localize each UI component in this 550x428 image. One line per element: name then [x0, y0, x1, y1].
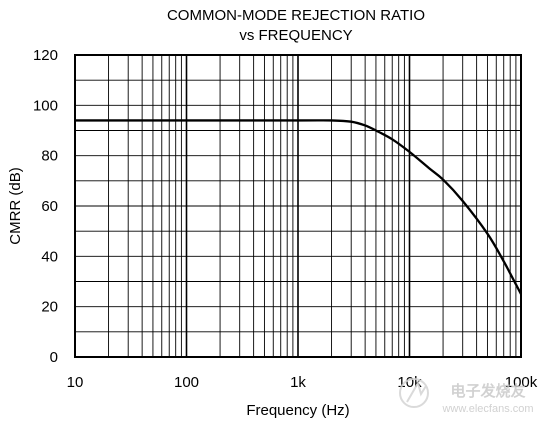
- watermark-url: www.elecfans.com: [441, 403, 533, 415]
- y-tick-label: 40: [41, 248, 58, 265]
- chart-subtitle: vs FREQUENCY: [239, 27, 352, 44]
- y-tick-label: 20: [41, 299, 58, 316]
- x-tick-label: 100: [174, 374, 199, 391]
- plot-frame: [74, 54, 522, 358]
- chart-title: COMMON-MODE REJECTION RATIO: [167, 7, 425, 24]
- y-tick-label: 120: [33, 47, 58, 64]
- x-tick-label: 1k: [290, 374, 306, 391]
- x-tick-label: 10: [67, 374, 84, 391]
- y-axis-label: CMRR (dB): [7, 167, 24, 245]
- y-tick-label: 0: [50, 349, 58, 366]
- y-tick-label: 100: [33, 97, 58, 114]
- watermark: 电子发烧友 www.elecfans.com: [399, 378, 534, 415]
- y-tick-label: 60: [41, 198, 58, 215]
- cmrr-series-line: [75, 119, 523, 295]
- y-tick-labels: 0 20 40 60 80 100 120: [33, 47, 58, 366]
- y-tick-label: 80: [41, 148, 58, 165]
- x-tick-label: 100k: [505, 374, 538, 391]
- watermark-brand: 电子发烧友: [450, 382, 525, 400]
- watermark-logo-icon: [399, 378, 429, 408]
- plot-grid: [75, 55, 521, 357]
- x-axis-label: Frequency (Hz): [246, 402, 349, 419]
